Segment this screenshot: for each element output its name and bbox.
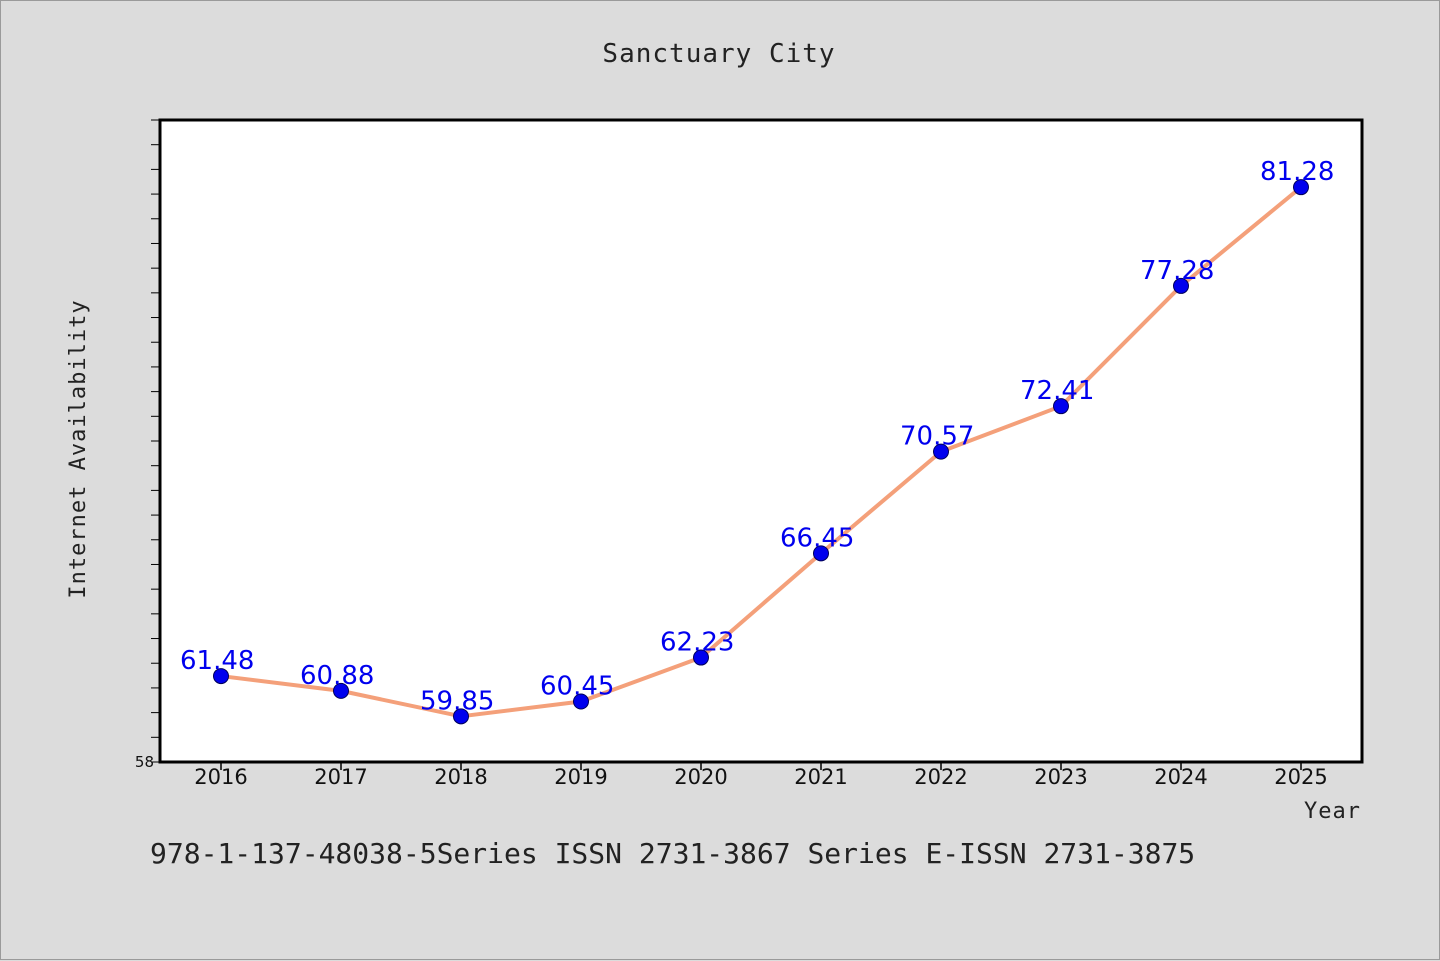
series-group (213, 179, 1309, 725)
data-label-2018: 59.85 (420, 686, 494, 716)
x-tick-label-2021: 2021 (794, 765, 847, 789)
x-tick-label-2016: 2016 (194, 765, 247, 789)
x-tick-label-2018: 2018 (434, 765, 487, 789)
y-axis-label: Internet Availability (66, 299, 91, 598)
data-label-2024: 77.28 (1140, 256, 1214, 286)
data-point-2022 (933, 443, 949, 460)
x-axis-tick-labels: 2016 2017 2018 2019 2020 2021 2022 2023 2024 2025 (194, 765, 1327, 789)
data-label-2025: 81.28 (1260, 157, 1334, 187)
data-point-2019 (573, 693, 589, 710)
y-tick-label-0: 58 (135, 753, 154, 771)
x-tick-label-2017: 2017 (314, 765, 367, 789)
chart-title: Sanctuary City (602, 39, 835, 69)
data-labels: 61.48 60.88 59.85 60.45 62.23 66.45 70.57 72.41… (180, 157, 1334, 716)
plot-area (160, 120, 1362, 762)
x-tick-label-2025: 2025 (1274, 765, 1327, 789)
data-point-2018 (453, 708, 469, 725)
x-tick-label-2020: 2020 (674, 765, 727, 789)
x-tick-label-2024: 2024 (1154, 765, 1207, 789)
footer-isbn-issn: 978-1-137-48038-5Series ISSN 2731-3867 S… (150, 837, 1195, 870)
y-axis-tick-labels: 58 (135, 753, 154, 771)
x-tick-label-2023: 2023 (1034, 765, 1087, 789)
data-point-2017 (333, 682, 349, 699)
data-point-2020 (693, 649, 709, 666)
x-axis-label: Year (1304, 799, 1361, 824)
data-label-2016: 61.48 (180, 646, 254, 676)
data-point-2023 (1053, 398, 1069, 415)
data-label-2017: 60.88 (300, 661, 374, 691)
x-tick-label-2022: 2022 (914, 765, 967, 789)
data-label-2020: 62.23 (660, 628, 734, 658)
plot-frame (158, 118, 1364, 764)
series-line-0 (219, 185, 1303, 719)
data-label-2022: 70.57 (900, 422, 974, 452)
data-label-2021: 66.45 (780, 523, 854, 553)
data-point-2024 (1173, 277, 1189, 294)
data-label-2019: 60.45 (540, 672, 614, 702)
data-label-2023: 72.41 (1020, 376, 1094, 406)
data-point-2016 (213, 668, 229, 685)
data-point-2021 (813, 545, 829, 562)
data-point-2025 (1293, 179, 1309, 196)
x-tick-label-2019: 2019 (554, 765, 607, 789)
